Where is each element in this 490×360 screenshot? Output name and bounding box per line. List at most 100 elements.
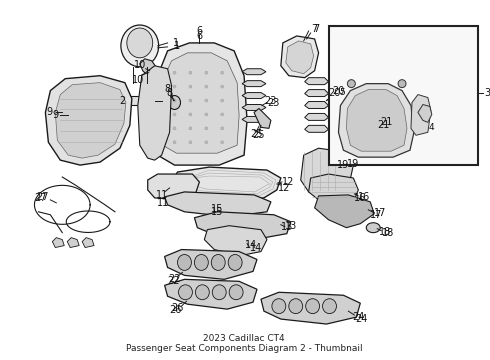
Text: 2023 Cadillac CT4: 2023 Cadillac CT4 — [203, 334, 285, 343]
Text: 21: 21 — [380, 117, 392, 127]
Polygon shape — [305, 113, 328, 120]
Text: 14: 14 — [245, 239, 257, 249]
Polygon shape — [67, 238, 79, 248]
Polygon shape — [418, 104, 432, 122]
Ellipse shape — [196, 285, 209, 300]
Text: 23: 23 — [265, 95, 277, 105]
Polygon shape — [315, 195, 374, 228]
Polygon shape — [309, 174, 358, 206]
Text: 6: 6 — [196, 31, 202, 41]
Polygon shape — [172, 167, 281, 202]
Text: 14: 14 — [250, 243, 262, 253]
Ellipse shape — [195, 255, 208, 270]
Polygon shape — [195, 212, 291, 240]
Ellipse shape — [366, 223, 380, 233]
Text: 22: 22 — [167, 276, 180, 286]
Text: 27: 27 — [36, 192, 49, 202]
Ellipse shape — [173, 141, 176, 144]
Ellipse shape — [205, 71, 208, 74]
Ellipse shape — [306, 299, 319, 314]
Polygon shape — [301, 148, 353, 196]
Text: 18: 18 — [379, 227, 392, 237]
Ellipse shape — [173, 85, 176, 88]
Polygon shape — [165, 249, 257, 279]
Text: 11: 11 — [156, 198, 169, 208]
Ellipse shape — [228, 255, 242, 270]
Ellipse shape — [173, 113, 176, 116]
Ellipse shape — [177, 255, 192, 270]
Text: 10: 10 — [132, 75, 144, 85]
Text: 19: 19 — [337, 160, 349, 170]
Ellipse shape — [272, 299, 286, 314]
Text: 25: 25 — [251, 129, 263, 139]
Text: 8: 8 — [167, 87, 172, 98]
Text: 17: 17 — [370, 210, 382, 220]
Ellipse shape — [220, 127, 224, 130]
Text: 11: 11 — [155, 190, 168, 200]
Text: 10: 10 — [134, 60, 146, 70]
Text: 16: 16 — [354, 193, 367, 203]
Text: 15: 15 — [211, 207, 223, 217]
Polygon shape — [242, 104, 266, 111]
Polygon shape — [165, 192, 271, 217]
Ellipse shape — [173, 71, 176, 74]
Text: 15: 15 — [211, 204, 223, 214]
Ellipse shape — [189, 141, 192, 144]
Text: 12: 12 — [282, 177, 294, 187]
Ellipse shape — [189, 99, 192, 102]
Text: Passenger Seat Components Diagram 2 - Thumbnail: Passenger Seat Components Diagram 2 - Th… — [126, 345, 363, 354]
Text: 4: 4 — [429, 123, 435, 132]
Polygon shape — [52, 238, 64, 248]
Ellipse shape — [189, 71, 192, 74]
Polygon shape — [254, 108, 271, 129]
Text: 13: 13 — [285, 221, 297, 231]
Text: 2: 2 — [119, 95, 125, 105]
Ellipse shape — [127, 28, 153, 58]
Text: 27: 27 — [34, 193, 47, 203]
Text: 21: 21 — [377, 120, 390, 130]
Polygon shape — [305, 90, 328, 96]
Ellipse shape — [220, 71, 224, 74]
Text: 26: 26 — [172, 303, 184, 313]
Polygon shape — [346, 90, 407, 151]
Polygon shape — [165, 279, 257, 309]
Ellipse shape — [205, 141, 208, 144]
Text: 24: 24 — [355, 314, 368, 324]
Ellipse shape — [173, 127, 176, 130]
Bar — [328, 26, 478, 165]
Text: 1: 1 — [172, 38, 178, 48]
Text: 9: 9 — [52, 111, 58, 121]
Text: 17: 17 — [374, 208, 387, 218]
Polygon shape — [242, 93, 266, 99]
Polygon shape — [155, 43, 247, 165]
Text: 19: 19 — [347, 159, 360, 169]
Polygon shape — [55, 83, 126, 158]
Polygon shape — [140, 59, 157, 78]
Ellipse shape — [229, 285, 243, 300]
Polygon shape — [82, 238, 94, 248]
Text: 20: 20 — [332, 86, 344, 96]
Polygon shape — [242, 81, 266, 87]
Ellipse shape — [205, 113, 208, 116]
Ellipse shape — [189, 85, 192, 88]
Ellipse shape — [347, 80, 355, 87]
Polygon shape — [118, 95, 155, 105]
Text: 7: 7 — [312, 24, 318, 34]
Text: 23: 23 — [268, 98, 280, 108]
Polygon shape — [305, 125, 328, 132]
Ellipse shape — [173, 99, 176, 102]
Ellipse shape — [211, 255, 225, 270]
Text: 22: 22 — [168, 274, 181, 284]
Ellipse shape — [121, 25, 159, 67]
Polygon shape — [346, 93, 374, 150]
Polygon shape — [147, 174, 199, 200]
Text: 12: 12 — [278, 183, 290, 193]
Text: 13: 13 — [281, 222, 293, 232]
Polygon shape — [138, 66, 172, 160]
Ellipse shape — [189, 127, 192, 130]
Text: 26: 26 — [170, 305, 182, 315]
Ellipse shape — [220, 141, 224, 144]
Ellipse shape — [205, 99, 208, 102]
Ellipse shape — [289, 299, 303, 314]
Ellipse shape — [169, 95, 180, 109]
